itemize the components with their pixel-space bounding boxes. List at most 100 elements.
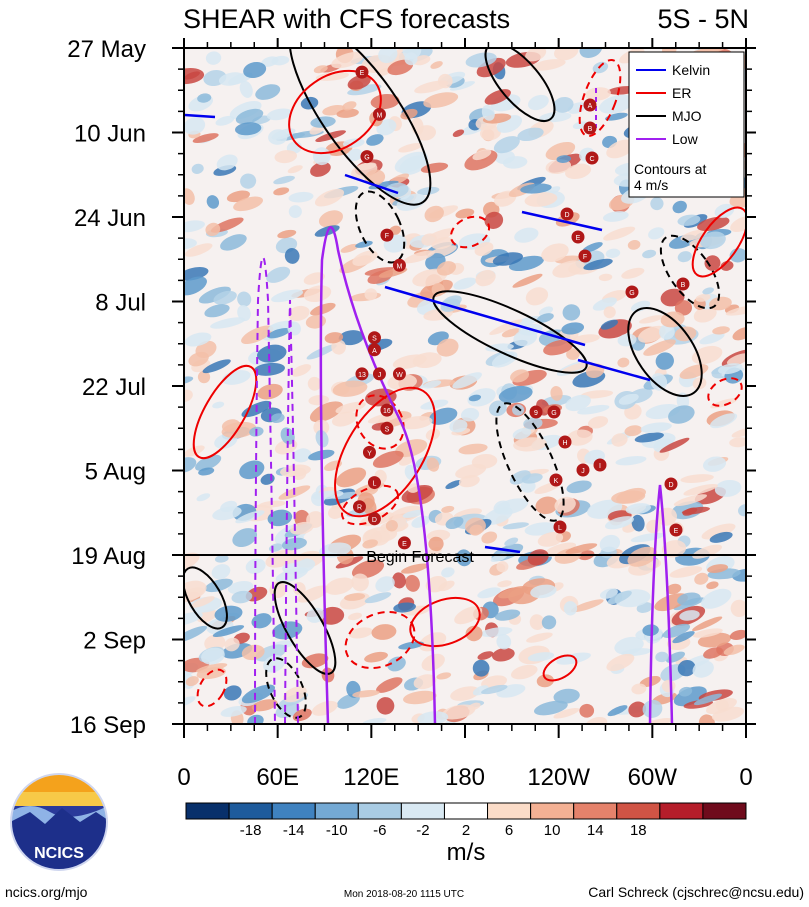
storm-icon	[578, 249, 592, 263]
shear-blob-negative	[270, 413, 285, 424]
shear-blob-positive	[512, 369, 547, 387]
shear-blob-positive	[310, 302, 336, 316]
shear-blob-positive	[450, 686, 480, 701]
shear-blob-positive	[624, 425, 643, 437]
shear-blob-negative	[281, 537, 307, 551]
shear-blob-positive	[611, 490, 646, 504]
shear-blob-negative	[237, 291, 252, 307]
shear-blob-positive	[221, 419, 241, 432]
shear-blob-negative	[648, 227, 665, 240]
shear-blob-negative	[592, 297, 618, 311]
shear-blob-negative	[239, 80, 253, 98]
storm-letter: B	[588, 126, 593, 133]
shear-blob-negative	[605, 112, 628, 121]
mjo-contour	[484, 48, 556, 122]
shear-blob-positive	[376, 677, 403, 693]
logo-text: NCICS	[34, 845, 84, 862]
shear-blob-positive	[430, 61, 443, 69]
colorbar-swatch	[357, 802, 402, 820]
shear-blob-negative	[417, 186, 440, 196]
shear-blob-positive	[308, 395, 330, 406]
shear-blob-positive	[301, 653, 329, 669]
storm-letter: G	[629, 290, 634, 297]
shear-blob-positive	[711, 706, 745, 722]
shear-blob-negative	[210, 317, 246, 329]
storm-icon	[392, 258, 406, 272]
storm-letter: F	[385, 233, 389, 240]
shear-blob-positive	[669, 566, 703, 578]
shear-blob-negative	[235, 122, 262, 136]
shear-blob-negative	[417, 711, 449, 724]
shear-blob-negative	[235, 108, 264, 125]
shear-blob-negative	[607, 705, 628, 717]
storm-letter: J	[581, 468, 585, 475]
shear-blob-positive	[251, 699, 278, 712]
shear-blob-positive	[561, 361, 593, 373]
shear-blob-positive	[471, 454, 498, 469]
shear-blob-positive	[342, 101, 357, 111]
storm-marker: F	[578, 249, 592, 263]
y-tick-label: 16 Sep	[70, 712, 146, 739]
shear-blob-negative	[384, 182, 409, 198]
shear-blob-positive	[723, 644, 745, 656]
shear-blob-positive	[428, 536, 444, 552]
shear-blob-negative	[460, 407, 480, 422]
shear-blob-negative	[338, 330, 364, 346]
shear-blob-negative	[477, 587, 501, 599]
er-contour	[192, 364, 258, 460]
shear-blob-positive	[458, 443, 488, 455]
colorbar-swatch	[530, 802, 575, 820]
shear-blob-positive	[398, 456, 413, 466]
mjo-contour	[288, 48, 432, 206]
shear-blob-negative	[255, 84, 281, 100]
shear-blob-positive	[606, 653, 635, 672]
shear-blob-positive	[423, 92, 459, 108]
storm-letter: D	[668, 482, 673, 489]
shear-blob-positive	[352, 250, 378, 267]
storm-letter: 16	[383, 408, 391, 415]
shear-blob-positive	[701, 523, 736, 540]
shear-blob-negative	[521, 473, 543, 484]
shear-blob-negative	[214, 554, 229, 563]
shear-blob-negative	[617, 333, 637, 347]
colorbar-swatch	[573, 802, 618, 820]
shear-blob-positive	[512, 273, 543, 288]
shear-blob-positive	[315, 71, 349, 81]
shear-blob-positive	[347, 74, 371, 90]
mjo-contour	[184, 566, 228, 630]
shear-blob-positive	[553, 707, 580, 719]
shear-blob-negative	[198, 467, 215, 476]
shear-blob-negative	[527, 652, 555, 662]
shear-blob-negative	[404, 52, 418, 66]
colorbar-label: 10	[544, 822, 561, 839]
y-tick-label: 10 Jun	[74, 121, 146, 148]
shear-blob-negative	[212, 625, 245, 638]
shear-blob-positive	[587, 416, 609, 429]
shear-blob-positive	[376, 697, 395, 715]
shear-blob-negative	[310, 116, 336, 128]
shear-blob-positive	[525, 287, 549, 306]
shear-blob-negative	[465, 52, 497, 68]
shear-blob-positive	[328, 505, 345, 519]
shear-blob-negative	[273, 175, 295, 185]
storm-letter: G	[364, 155, 369, 162]
shear-blob-positive	[543, 339, 574, 356]
shear-blob-negative	[514, 227, 539, 243]
storm-icon	[558, 435, 572, 449]
low-contour	[648, 484, 674, 724]
colorbar-swatch	[702, 802, 747, 820]
shear-blob-negative	[693, 693, 723, 706]
shear-blob-positive	[303, 285, 332, 303]
shear-blob-positive	[661, 540, 687, 558]
shear-blob-negative	[445, 516, 464, 530]
shear-blob-negative	[268, 129, 288, 145]
shear-blob-positive	[720, 260, 734, 271]
shear-blob-positive	[598, 273, 613, 282]
storm-icon	[676, 277, 690, 291]
storm-icon	[367, 331, 381, 345]
shear-blob-negative	[197, 93, 212, 103]
shear-blob-negative	[605, 248, 621, 259]
shear-blob-negative	[241, 684, 275, 704]
storm-icon	[367, 343, 381, 357]
x-tick-label: 180	[445, 764, 485, 791]
